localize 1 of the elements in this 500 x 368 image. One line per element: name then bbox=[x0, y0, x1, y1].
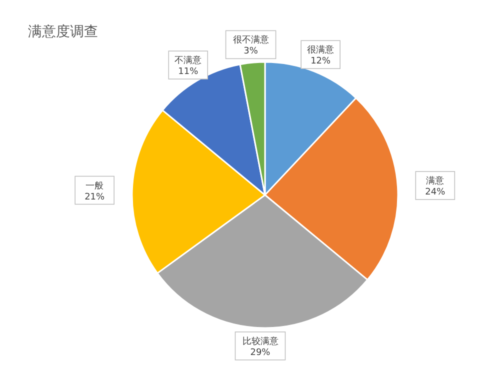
title: 满意度调查 bbox=[28, 24, 98, 40]
